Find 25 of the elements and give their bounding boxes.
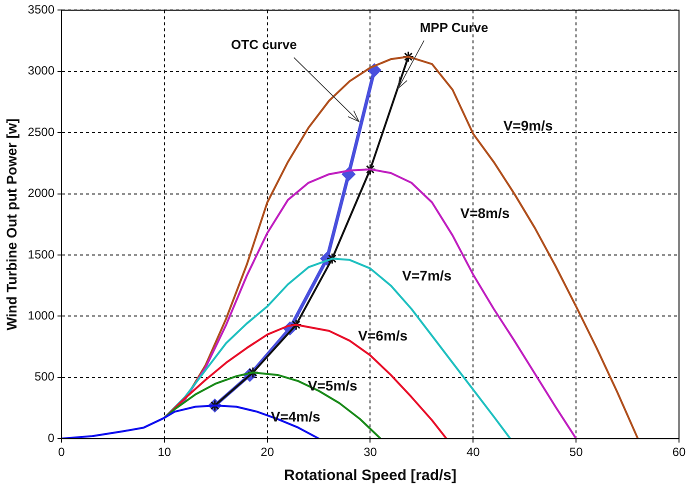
x-tick-label: 20: [260, 445, 274, 460]
x-tick-label: 10: [158, 445, 172, 460]
y-axis-title: Wind Turbine Out put Power [w]: [3, 118, 20, 330]
y-tick-label: 1000: [28, 308, 55, 323]
x-tick-label: 30: [364, 445, 378, 460]
series-label: V=5m/s: [308, 377, 358, 394]
annotation: MPP Curve: [420, 20, 488, 36]
y-tick-label: 2500: [28, 124, 55, 139]
y-tick-label: 500: [34, 370, 55, 384]
x-tick-label: 50: [569, 445, 584, 460]
series-label: V=4m/s: [270, 408, 321, 424]
x-tick-label: 0: [58, 445, 66, 460]
y-tick-label: 2000: [28, 186, 55, 200]
y-tick-label: 0: [48, 430, 55, 445]
series-label: V=6m/s: [358, 328, 408, 344]
x-axis-title: Rotational Speed [rad/s]: [284, 467, 457, 484]
annotation: OTC curve: [231, 37, 297, 52]
series-label: V=8m/s: [460, 205, 510, 222]
series-label: V=7m/s: [402, 268, 452, 284]
y-tick-label: 1500: [28, 247, 55, 262]
series-label: V=9m/s: [503, 118, 553, 134]
y-tick-label: 3500: [28, 2, 55, 17]
y-tick-label: 3000: [28, 64, 55, 78]
x-tick-label: 60: [672, 445, 686, 460]
x-tick-label: 40: [466, 445, 480, 460]
